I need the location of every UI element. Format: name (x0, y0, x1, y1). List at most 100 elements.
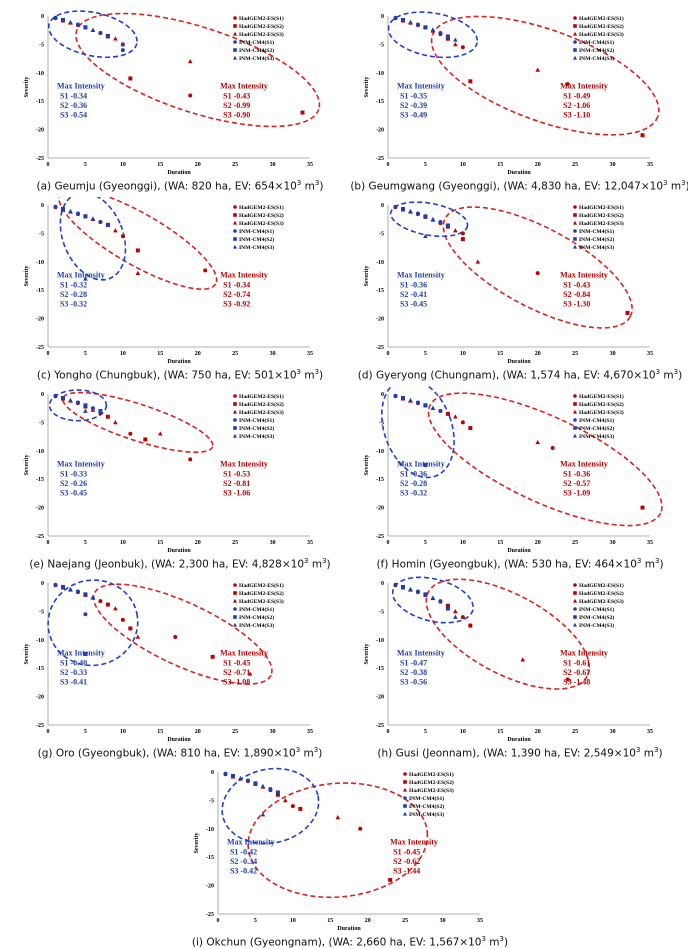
max-intensity-hadgem-line: S2 -0.57 (563, 479, 590, 488)
chart-panel: 0 5 10 15 20 25 30 35 0 -5 -10 -15 -20 -25 Duration Sev… (20, 575, 350, 745)
x-tick-label: 35 (647, 540, 653, 546)
ellipse-inm (389, 201, 469, 238)
point-inm (230, 773, 235, 778)
chart-caption: (g) Oro (Gyeongbuk), (WA: 810 ha, EV: 1,… (37, 746, 323, 760)
scatter-chart: 0 5 10 15 20 25 30 35 0 -5 -10 -15 -20 -25 Duration Sev… (364, 201, 653, 365)
scatter-chart: 0 5 10 15 20 25 30 35 0 -5 -10 -15 -20 -25 Duration Sev… (24, 197, 313, 365)
point-hadgem (445, 36, 450, 41)
x-tick-label: 15 (497, 351, 503, 357)
point-inm (53, 582, 58, 587)
legend-entry: INM-CM4(S3) (239, 55, 274, 62)
point-inm (408, 586, 413, 592)
legend-entry: INM-CM4(S2) (579, 47, 614, 54)
y-tick-label: 0 (41, 203, 44, 209)
max-intensity-hadgem-line: S1 -0.43 (563, 281, 590, 290)
point-hadgem (445, 603, 450, 608)
y-tick-label: 0 (211, 770, 214, 776)
chart-panel: 0 5 10 15 20 25 30 35 0 -5 -10 -15 -20 -25 Duration Sev… (20, 8, 350, 178)
legend-marker (573, 622, 577, 627)
point-hadgem (157, 431, 163, 436)
point-hadgem (275, 792, 280, 797)
x-axis-label: Duration (507, 548, 531, 554)
chart-panel: 0 5 10 15 20 25 30 35 0 -5 -10 -15 -20 -25 Duration Sev… (360, 8, 688, 178)
y-axis-label: Severity (364, 77, 370, 98)
y-tick-label: 0 (41, 392, 44, 398)
x-tick-label: 15 (157, 162, 163, 168)
legend-marker (233, 40, 237, 44)
y-tick-label: -20 (206, 884, 214, 890)
max-intensity-hadgem-line: S3 -1.48 (563, 678, 590, 687)
legend-marker (573, 237, 577, 241)
max-intensity-hadgem-line: S2 -0.81 (223, 479, 250, 488)
y-tick-label: 0 (381, 392, 384, 398)
x-tick-label: 0 (47, 162, 50, 168)
y-tick-label: 0 (381, 14, 384, 20)
max-intensity-hadgem-title: Max Intensity (220, 649, 268, 658)
legend-entry: HadGEM2-ES(S2) (579, 212, 624, 219)
x-tick-label: 10 (290, 918, 296, 924)
y-tick-label: -25 (206, 912, 214, 918)
point-inm (415, 400, 420, 405)
max-intensity-inm-title: Max Intensity (57, 82, 105, 91)
x-axis-label: Duration (507, 737, 531, 743)
point-hadgem (298, 806, 303, 811)
legend-entry: HadGEM2-ES(S3) (239, 31, 284, 38)
scatter-chart: 0 5 10 15 20 25 30 35 0 -5 -10 -15 -20 -25 Duration Sev… (24, 10, 321, 176)
legend-entry: HadGEM2-ES(S2) (239, 212, 284, 219)
point-inm (83, 652, 88, 656)
point-hadgem (640, 133, 645, 138)
legend-entry: INM-CM4(S3) (409, 811, 444, 818)
legend-entry: INM-CM4(S1) (579, 228, 614, 235)
point-hadgem (300, 110, 305, 115)
caption-text: (c) Yongho (Chungbuk), (WA: 750 ha, EV: … (36, 369, 297, 382)
x-tick-label: 10 (120, 729, 126, 735)
point-hadgem (98, 599, 103, 604)
scatter-chart: 0 5 10 15 20 25 30 35 0 -5 -10 -15 -20 -25 Duration Sev… (364, 11, 660, 176)
legend-entry: INM-CM4(S3) (239, 433, 274, 440)
legend-marker (573, 394, 577, 398)
point-inm (430, 27, 436, 32)
max-intensity-inm-line: S2 -0.34 (230, 857, 257, 866)
x-tick-label: 35 (307, 162, 313, 168)
point-hadgem (135, 270, 141, 275)
x-tick-label: 15 (157, 729, 163, 735)
point-inm (253, 781, 258, 786)
point-inm (90, 27, 96, 32)
point-hadgem (113, 228, 118, 233)
ellipse-inm (380, 386, 455, 479)
legend-entry: INM-CM4(S2) (239, 236, 274, 243)
point-inm (408, 397, 413, 403)
caption-text: (f) Homin (Gyeongbuk), (WA: 530 ha, EV: … (376, 558, 637, 571)
point-inm (430, 216, 436, 221)
chart-caption: (f) Homin (Gyeongbuk), (WA: 530 ha, EV: … (376, 557, 664, 571)
point-hadgem (468, 426, 473, 431)
point-inm (430, 405, 436, 410)
legend-entry: HadGEM2-ES(S1) (239, 582, 284, 589)
max-intensity-inm-line: S3 -0.32 (60, 300, 87, 309)
y-axis-label: Severity (24, 77, 30, 98)
point-hadgem (460, 231, 465, 236)
point-inm (393, 15, 398, 20)
legend-entry: INM-CM4(S3) (579, 433, 614, 440)
chart-panel: 0 5 10 15 20 25 30 35 0 -5 -10 -15 -20 -25 Duration Sev… (190, 764, 520, 934)
max-intensity-inm-line: S1 -0.40 (60, 659, 87, 668)
caption-text: (a) Geumju (Gyeonggi), (WA: 820 ha, EV: … (36, 180, 297, 193)
chart-caption: (d) Gyeryong (Chungnam), (WA: 1,574 ha, … (357, 368, 683, 382)
max-intensity-inm-line: S3 -0.41 (60, 678, 87, 687)
max-intensity-hadgem-line: S3 -1.08 (223, 678, 250, 687)
legend-marker (233, 24, 237, 28)
legend-marker (233, 237, 237, 241)
y-tick-label: -10 (376, 638, 384, 644)
legend-entry: HadGEM2-ES(S3) (239, 220, 284, 227)
point-inm (238, 775, 243, 781)
point-inm (53, 15, 58, 20)
max-intensity-hadgem-line: S1 -0.34 (223, 281, 250, 290)
x-tick-label: 5 (254, 918, 257, 924)
max-intensity-hadgem-line: S1 -0.36 (563, 470, 590, 479)
legend-entry: INM-CM4(S1) (239, 228, 274, 235)
point-hadgem (460, 45, 465, 50)
max-intensity-hadgem-line: S2 -0.67 (563, 668, 590, 677)
y-tick-label: -15 (376, 99, 384, 105)
point-inm (438, 409, 443, 414)
max-intensity-hadgem-line: S1 -0.45 (393, 848, 420, 857)
